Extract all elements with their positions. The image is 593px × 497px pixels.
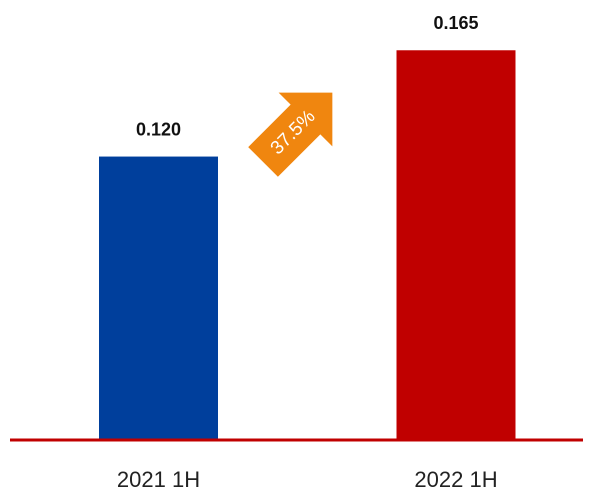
- bar: [99, 156, 218, 440]
- arrow-shape: [248, 92, 333, 177]
- bar: [396, 50, 516, 441]
- value-label: 0.165: [433, 13, 478, 33]
- x-tick-label: 2021 1H: [117, 467, 200, 492]
- growth-arrow: 37.5%: [248, 92, 333, 177]
- x-tick-label: 2022 1H: [414, 467, 497, 492]
- value-label: 0.120: [136, 119, 181, 139]
